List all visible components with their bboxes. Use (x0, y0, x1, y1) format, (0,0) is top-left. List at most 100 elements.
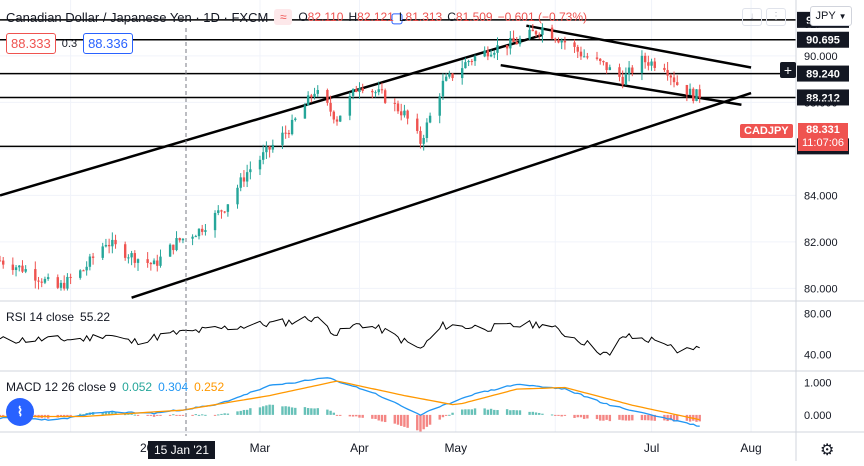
macd-histogram-bar (400, 414, 403, 426)
candle-body (692, 88, 695, 102)
macd-signal-value: 0.252 (194, 380, 225, 394)
macd-histogram-bar (114, 412, 117, 415)
macd-histogram-bar (284, 406, 287, 415)
candle-body (422, 137, 425, 144)
macd-histogram-bar (79, 413, 82, 415)
macd-histogram-bar (258, 407, 262, 415)
macd-histogram-bar (396, 414, 400, 425)
macd-histogram-bar (329, 410, 332, 415)
candle-body (586, 56, 589, 58)
wave-icon[interactable]: ≈ (274, 9, 293, 25)
macd-histogram-bar (175, 414, 178, 416)
macd-histogram-bar (152, 414, 156, 417)
sell-button[interactable]: 88.333 (6, 33, 56, 54)
scroll-down-icon[interactable]: ↓ (742, 8, 762, 26)
candle-body (156, 260, 159, 266)
macd-histogram-bar (512, 410, 515, 415)
candle-body (444, 76, 448, 81)
trendline (131, 91, 752, 299)
rsi-tick-label: 80.00 (804, 308, 832, 320)
candle-body (79, 270, 82, 278)
candle-body (512, 37, 515, 43)
macd-histogram-bar (245, 409, 249, 415)
candle-body (602, 60, 605, 63)
macd-histogram-bar (470, 409, 474, 415)
macd-histogram-bar (351, 414, 355, 417)
candle-body (335, 119, 339, 122)
candle-body (245, 172, 249, 182)
candle-body (339, 115, 342, 122)
crosshair-date-label: 15 Jan '21 (148, 441, 216, 459)
candle-body (698, 89, 701, 98)
macd-histogram-bar (428, 414, 432, 425)
candle-body (621, 76, 624, 85)
macd-label[interactable]: MACD 12 26 close 9 (6, 380, 117, 394)
candle-body (59, 282, 63, 288)
candle-body (239, 177, 242, 188)
candle-body (56, 277, 59, 288)
rsi-label[interactable]: RSI 14 close (6, 310, 75, 324)
macd-histogram-bar (534, 412, 538, 415)
candle-body (107, 244, 111, 247)
candle-body (242, 177, 246, 182)
gear-icon[interactable]: ⚙ (820, 442, 835, 459)
macd-histogram-bar (236, 411, 239, 415)
currency-label: JPY (815, 10, 836, 22)
candle-body (595, 57, 599, 59)
candle-body (400, 111, 403, 116)
candle-body (348, 95, 352, 116)
macd-histogram-bar (627, 414, 631, 421)
candle-body (329, 102, 332, 112)
macd-histogram-bar (493, 409, 496, 415)
symbol-title[interactable]: Canadian Dollar / Japanese Yen · 1D · FX… (6, 9, 269, 25)
candle-body (483, 50, 486, 57)
candle-body (172, 244, 175, 251)
countdown: 11:07:06 (801, 137, 844, 149)
macd-histogram-bar (130, 413, 133, 415)
candle-body (178, 238, 181, 241)
macd-histogram-bar (393, 414, 396, 424)
candle-body (361, 88, 364, 91)
candle-body (509, 37, 512, 49)
macd-histogram-bar (538, 412, 541, 415)
candle-body (82, 270, 85, 272)
candle-body (43, 278, 47, 283)
candle-body (91, 256, 95, 258)
candle-body (647, 62, 650, 66)
candle-body (557, 40, 560, 43)
add-alert-icon[interactable]: + (780, 62, 796, 78)
candle-body (663, 67, 666, 70)
trendline (0, 33, 543, 197)
candle-body (451, 73, 454, 79)
candle-body (152, 260, 156, 265)
macd-histogram-bar (178, 414, 181, 416)
macd-line (0, 377, 700, 427)
candle-body (538, 34, 541, 36)
macd-histogram-bar (326, 409, 329, 415)
candle-body (605, 62, 608, 71)
macd-histogram-bar (467, 409, 470, 415)
buy-button[interactable]: 88.336 (83, 33, 133, 54)
macd-histogram-bar (223, 413, 226, 415)
macd-histogram-bar (541, 413, 544, 415)
macd-histogram-bar (406, 414, 409, 428)
candle-body (685, 84, 689, 96)
macd-histogram-bar (419, 414, 422, 432)
currency-selector[interactable]: JPY ▼ (810, 6, 852, 26)
macd-histogram-bar (618, 414, 621, 420)
settings-icon[interactable]: ⋮ (766, 8, 786, 26)
macd-histogram-bar (355, 414, 358, 417)
macd-histogram-bar (599, 414, 602, 421)
macd-histogram-bar (217, 414, 220, 416)
macd-histogram-bar (669, 414, 673, 421)
tradingview-logo-icon[interactable]: ⌇ (6, 398, 34, 426)
candle-body (114, 239, 117, 245)
price-tick-label: 84.000 (804, 190, 838, 202)
candle-body (21, 265, 24, 272)
macd-histogram-bar (486, 409, 490, 415)
macd-histogram-bar (579, 414, 583, 418)
candle-body (46, 277, 50, 279)
macd-histogram-bar (62, 414, 66, 417)
